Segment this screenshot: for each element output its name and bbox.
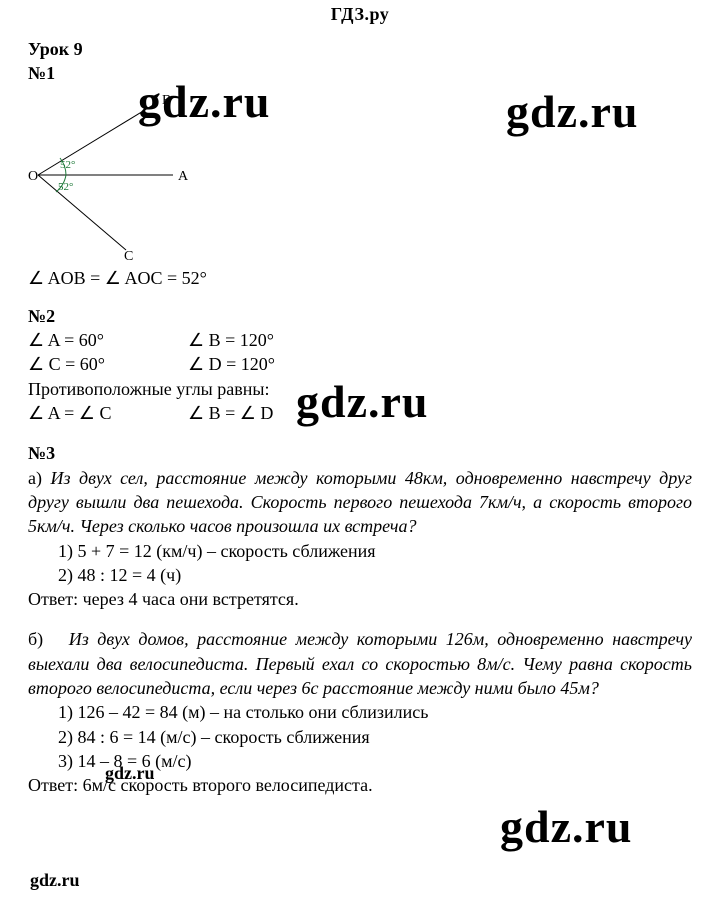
p2-eqR: ∠ B = ∠ D bbox=[188, 401, 348, 425]
p3b-answer: Ответ: 6м/с скорость второго велосипедис… bbox=[28, 773, 692, 797]
label-B: B bbox=[162, 93, 171, 108]
problem-1-title: №1 bbox=[28, 61, 692, 85]
p3a-step2: 2) 48 : 12 = 4 (ч) bbox=[28, 563, 692, 587]
p2-C: ∠ C = 60° bbox=[28, 352, 188, 376]
p3b-lead: б) bbox=[28, 629, 43, 649]
watermark-6: gdz.ru bbox=[30, 870, 80, 891]
p2-eqL: ∠ A = ∠ C bbox=[28, 401, 188, 425]
p3b-text: Из двух домов, расстояние между которыми… bbox=[28, 629, 692, 698]
p3a-lead: а) bbox=[28, 468, 42, 488]
angle-top-text: 52° bbox=[60, 159, 75, 171]
p2-A: ∠ A = 60° bbox=[28, 328, 188, 352]
ray-OC bbox=[38, 175, 126, 250]
p2-eq-row: ∠ A = ∠ C ∠ B = ∠ D bbox=[28, 401, 692, 425]
p2-row2: ∠ C = 60° ∠ D = 120° bbox=[28, 352, 692, 376]
p3a-step1: 1) 5 + 7 = 12 (км/ч) – скорость сближени… bbox=[28, 539, 692, 563]
label-A: A bbox=[178, 169, 189, 184]
problem-3a: №3 а) Из двух сел, расстояние между кото… bbox=[28, 441, 692, 611]
p2-D: ∠ D = 120° bbox=[188, 352, 348, 376]
p2-B: ∠ B = 120° bbox=[188, 328, 348, 352]
problem-3b: б) Из двух домов, расстояние между котор… bbox=[28, 627, 692, 797]
p3a-answer: Ответ: через 4 часа они встретятся. bbox=[28, 587, 692, 611]
p3b-step2: 2) 84 : 6 = 14 (м/с) – скорость сближени… bbox=[28, 725, 692, 749]
p2-row1: ∠ A = 60° ∠ B = 120° bbox=[28, 328, 692, 352]
p3a-text: Из двух сел, расстояние между которыми 4… bbox=[28, 468, 692, 537]
p3b-step1: 1) 126 – 42 = 84 (м) – на столько они сб… bbox=[28, 700, 692, 724]
angle-bottom-text: 52° bbox=[58, 181, 73, 193]
watermark-5: gdz.ru bbox=[500, 800, 633, 853]
angle-diagram-svg: O A B C 52° 52° bbox=[28, 90, 208, 260]
ray-OB bbox=[38, 102, 158, 175]
p2-equal-text: Противоположные углы равны: bbox=[28, 377, 692, 401]
problem-3-title: №3 bbox=[28, 441, 692, 465]
angle-diagram: O A B C 52° 52° bbox=[28, 90, 208, 260]
p3b-step3: 3) 14 – 8 = 6 (м/с) bbox=[28, 749, 692, 773]
label-O: O bbox=[28, 169, 38, 184]
label-C: C bbox=[124, 249, 133, 260]
p1-equation: ∠ AOB = ∠ AOC = 52° bbox=[28, 266, 692, 290]
problem-2-title: №2 bbox=[28, 304, 692, 328]
lesson-title: Урок 9 bbox=[28, 37, 692, 61]
site-header: ГДЗ.ру bbox=[0, 0, 720, 25]
page-content: Урок 9 №1 O A B C 52° 52° ∠ AOB = ∠ AOC … bbox=[0, 25, 720, 798]
